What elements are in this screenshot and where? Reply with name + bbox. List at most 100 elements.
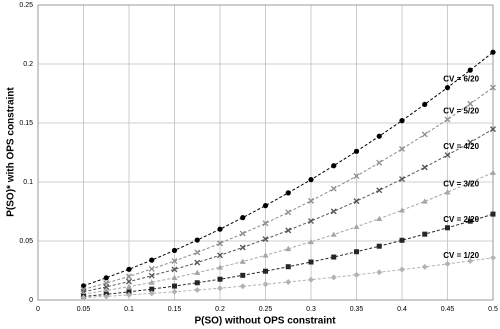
- marker: [126, 273, 132, 280]
- marker: [217, 226, 223, 232]
- marker: [239, 244, 246, 251]
- marker: [376, 133, 382, 139]
- x-tick-label: 0.15: [168, 306, 182, 313]
- marker: [126, 289, 132, 295]
- x-tick-label: 0.35: [350, 306, 364, 313]
- marker: [171, 266, 178, 273]
- marker: [149, 257, 155, 263]
- marker: [421, 131, 428, 138]
- marker: [217, 276, 223, 282]
- marker: [194, 286, 201, 293]
- series-label: CV = 4/20: [443, 142, 479, 151]
- marker: [148, 272, 155, 279]
- marker: [171, 258, 178, 265]
- series-label: CV = 3/20: [443, 179, 479, 188]
- marker: [308, 218, 314, 225]
- marker: [330, 274, 337, 281]
- marker: [262, 220, 269, 227]
- marker: [171, 274, 178, 280]
- marker: [239, 283, 246, 290]
- marker: [399, 118, 405, 124]
- marker: [490, 169, 496, 175]
- x-tick-label: 0.5: [488, 306, 498, 313]
- marker: [80, 283, 87, 289]
- marker: [194, 269, 201, 276]
- marker: [217, 252, 223, 259]
- marker: [262, 236, 269, 243]
- marker: [217, 285, 223, 292]
- marker: [376, 269, 383, 276]
- x-tick-label: 0.2: [215, 306, 225, 313]
- series-line: [83, 87, 494, 290]
- marker: [240, 272, 246, 278]
- marker: [353, 223, 360, 230]
- y-tick-label: 0.2: [23, 61, 33, 68]
- marker: [490, 211, 496, 217]
- series-label: CV = 6/20: [443, 75, 479, 84]
- marker: [285, 278, 292, 285]
- y-tick-label: 0: [29, 297, 33, 304]
- marker: [421, 263, 428, 270]
- marker: [444, 260, 451, 267]
- x-tick-label: 0.45: [441, 306, 455, 313]
- marker: [126, 283, 132, 289]
- marker: [353, 198, 360, 205]
- marker: [490, 254, 496, 261]
- marker: [148, 290, 155, 297]
- marker: [285, 245, 292, 252]
- marker: [331, 254, 337, 260]
- marker: [422, 231, 428, 237]
- marker: [444, 189, 451, 195]
- series-label: CV = 2/20: [443, 215, 479, 224]
- marker: [376, 215, 383, 221]
- marker: [149, 286, 155, 292]
- marker: [331, 163, 337, 169]
- marker: [308, 197, 314, 204]
- marker: [330, 231, 337, 237]
- marker: [262, 252, 269, 258]
- marker: [171, 247, 178, 254]
- marker: [308, 177, 314, 183]
- x-tick-label: 0.1: [124, 306, 134, 313]
- y-tick-label: 0.05: [19, 238, 33, 245]
- marker: [285, 190, 291, 196]
- series-label: CV = 5/20: [443, 107, 479, 116]
- marker: [103, 275, 109, 281]
- marker: [126, 291, 132, 298]
- marker: [399, 207, 405, 213]
- y-tick-label: 0.1: [23, 179, 33, 186]
- marker: [239, 230, 246, 237]
- marker: [217, 264, 223, 270]
- marker: [421, 164, 428, 171]
- marker: [308, 276, 314, 283]
- y-tick-label: 0.25: [19, 2, 33, 9]
- y-tick-label: 0.15: [19, 120, 33, 127]
- marker: [126, 266, 132, 272]
- marker: [421, 198, 428, 204]
- marker: [444, 152, 451, 159]
- marker: [445, 225, 450, 231]
- series-label: CV = 1/20: [443, 251, 479, 260]
- marker: [194, 249, 201, 256]
- marker: [103, 287, 110, 293]
- marker: [285, 264, 291, 270]
- marker: [376, 243, 382, 249]
- marker: [262, 203, 269, 209]
- marker: [194, 259, 201, 266]
- marker: [308, 238, 314, 245]
- marker: [330, 208, 337, 215]
- marker: [353, 271, 360, 278]
- marker: [80, 294, 87, 301]
- marker: [444, 85, 451, 91]
- marker: [376, 187, 383, 194]
- marker: [490, 84, 496, 91]
- plot-border: [37, 4, 494, 301]
- marker: [354, 249, 359, 255]
- marker: [240, 215, 246, 221]
- marker: [194, 280, 200, 286]
- x-tick-label: 0.05: [77, 306, 91, 313]
- x-axis-title: P(SO) without OPS constraint: [194, 316, 336, 327]
- marker: [353, 148, 360, 154]
- x-tick-label: 0.3: [306, 306, 316, 313]
